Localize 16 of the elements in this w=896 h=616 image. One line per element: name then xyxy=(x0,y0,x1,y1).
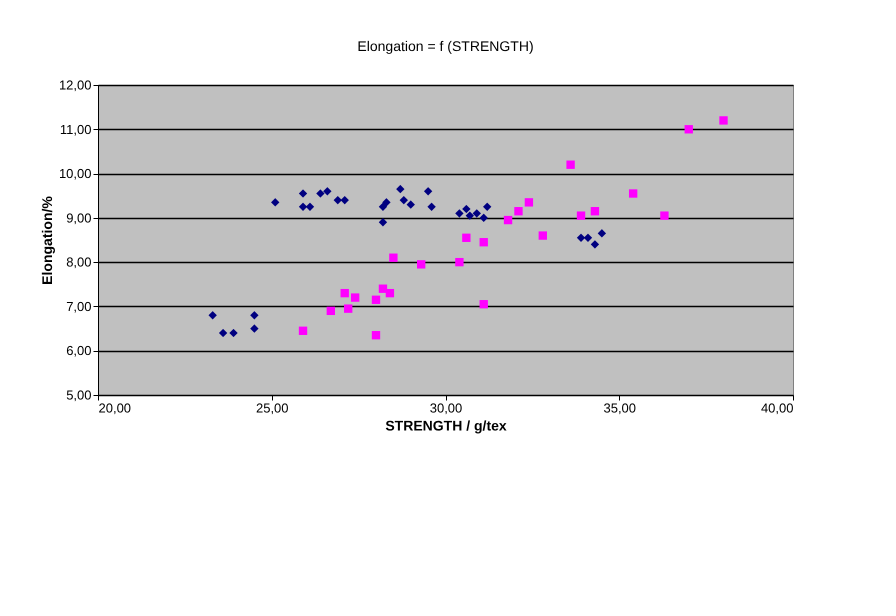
y-tick-label: 7,00 xyxy=(66,298,92,314)
y-tick-label: 5,00 xyxy=(66,388,92,402)
x-tick-label: 40,00 xyxy=(760,400,794,416)
x-tick-label: 30,00 xyxy=(430,400,462,416)
x-tick-label: 35,00 xyxy=(603,400,636,416)
x-tick-label: 25,00 xyxy=(256,400,289,416)
x-tick-label: 20,00 xyxy=(98,400,132,416)
y-tick-label: 6,00 xyxy=(66,343,92,358)
y-axis-title: Elongation/% xyxy=(38,196,55,285)
chart-title: Elongation = f (STRENGTH) xyxy=(357,38,534,54)
y-tick-label: 12,00 xyxy=(58,78,92,92)
y-tick-label: 11,00 xyxy=(60,122,92,137)
y-tick-label: 8,00 xyxy=(66,254,92,270)
x-axis-title: STRENGTH / g/tex xyxy=(385,418,507,434)
y-tick-label: 9,00 xyxy=(66,210,92,226)
y-tick-label: 10,00 xyxy=(58,166,92,182)
